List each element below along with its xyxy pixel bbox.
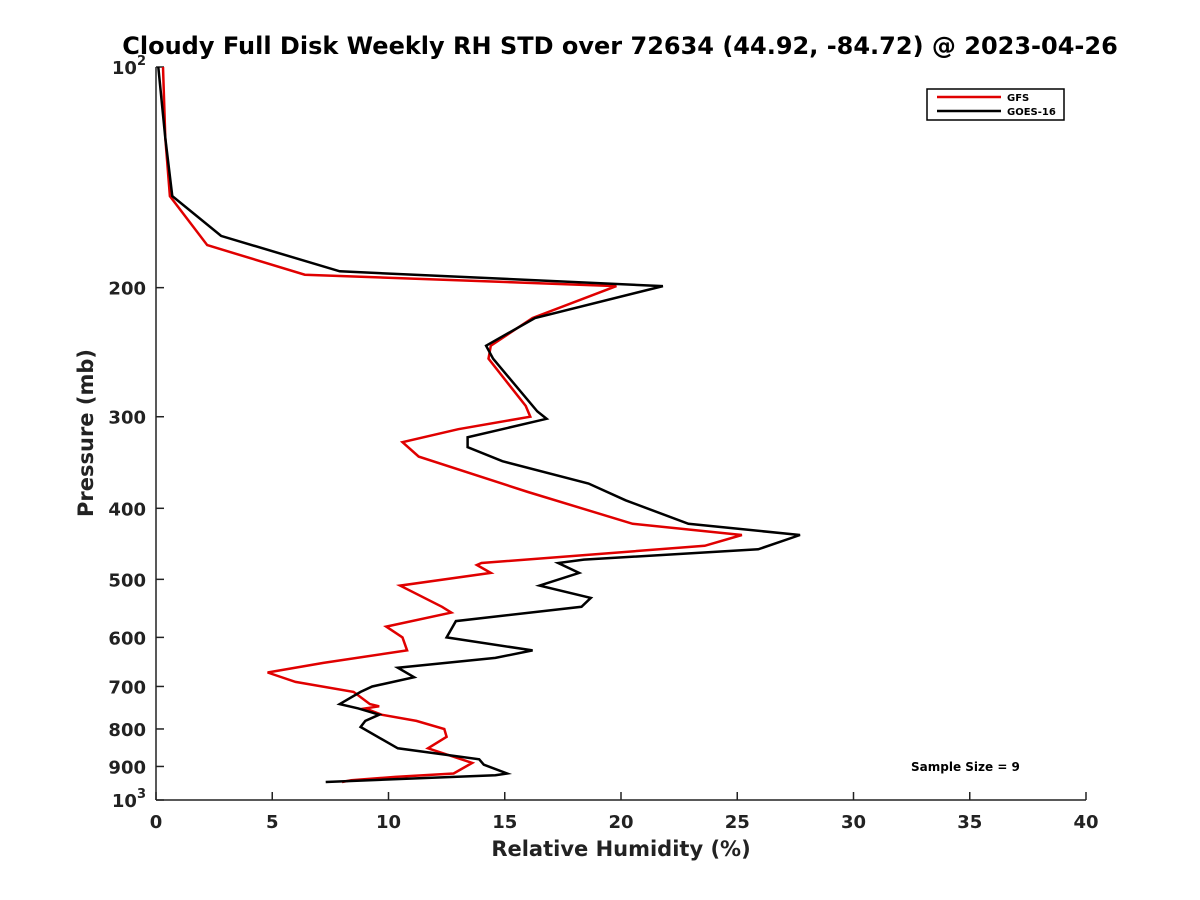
x-tick-label: 0 <box>150 812 163 833</box>
y-tick-label: 700 <box>108 677 146 698</box>
y-tick-label: 800 <box>108 720 146 741</box>
y-tick-label: 300 <box>108 408 146 429</box>
legend-label-goes16: GOES-16 <box>1007 107 1056 118</box>
x-tick-label: 20 <box>608 812 633 833</box>
plot-area <box>156 67 1086 800</box>
legend-box <box>926 88 1065 121</box>
x-tick-label: 15 <box>492 812 517 833</box>
series-layer <box>157 66 801 784</box>
x-tick-label: 40 <box>1073 812 1098 833</box>
x-axis-label: Relative Humidity (%) <box>491 837 750 861</box>
y-tick-exponent: 3 <box>137 787 146 802</box>
y-tick-label: 103 <box>112 787 146 812</box>
y-axis-label: Pressure (mb) <box>74 349 98 517</box>
y-tick-label: 900 <box>108 757 146 778</box>
legend: GFS GOES-16 <box>926 88 1065 121</box>
x-tick-label: 5 <box>266 812 279 833</box>
y-tick-label: 500 <box>108 570 146 591</box>
x-ticks: 0 5 10 15 20 25 30 35 40 <box>150 792 1099 833</box>
legend-label-gfs: GFS <box>1007 93 1029 104</box>
y-tick-base: 10 <box>112 58 137 79</box>
series-line-goes16 <box>157 66 801 784</box>
x-tick-label: 10 <box>376 812 401 833</box>
series-line-gfs <box>161 66 743 784</box>
x-tick-label: 25 <box>725 812 750 833</box>
y-tick-label: 600 <box>108 628 146 649</box>
x-tick-label: 30 <box>841 812 866 833</box>
chart-title: Cloudy Full Disk Weekly RH STD over 7263… <box>122 32 1118 60</box>
y-tick-label: 102 <box>112 54 146 79</box>
y-tick-label: 400 <box>108 499 146 520</box>
sample-size-annotation: Sample Size = 9 <box>911 760 1020 774</box>
x-tick-label: 35 <box>957 812 982 833</box>
y-tick-exponent: 2 <box>137 54 146 69</box>
y-tick-base: 10 <box>112 791 137 812</box>
y-tick-label: 200 <box>108 279 146 300</box>
